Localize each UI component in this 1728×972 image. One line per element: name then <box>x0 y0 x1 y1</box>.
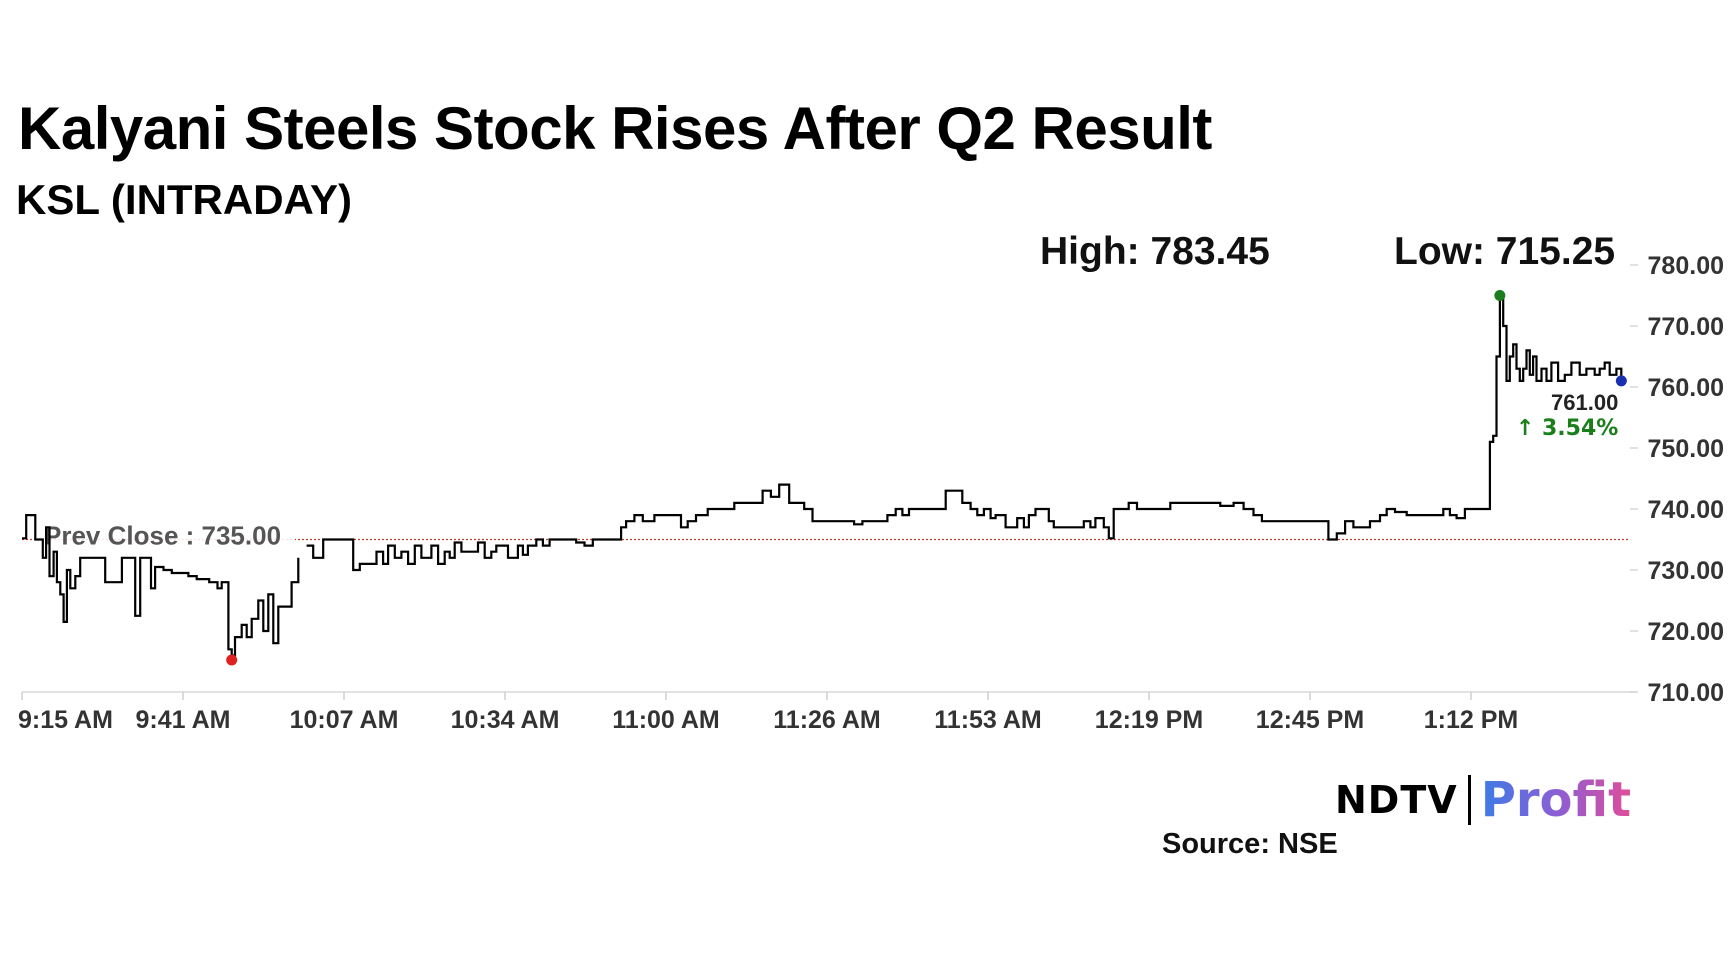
x-tick-label: 9:15 AM <box>18 706 113 734</box>
x-tick-label: 10:34 AM <box>451 706 560 734</box>
price-line-layer <box>22 294 1623 657</box>
high-stat: High: 783.45 <box>1040 230 1270 273</box>
y-tick-label: 760.00 <box>1648 374 1724 402</box>
low-marker <box>226 654 238 666</box>
logo-profit-text: Profit <box>1480 772 1632 828</box>
y-tick-label: 770.00 <box>1648 313 1724 341</box>
y-tick-label: 750.00 <box>1648 435 1724 463</box>
price-line-segment <box>22 514 300 657</box>
x-tick-label: 9:41 AM <box>136 706 231 734</box>
x-tick-label: 10:07 AM <box>290 706 399 734</box>
prev-close-label: Prev Close : 735.00 <box>44 521 281 551</box>
logo-ndtv-text: NDTV <box>1335 778 1458 822</box>
chart-subtitle: KSL (INTRADAY) <box>16 176 353 223</box>
y-tick-label: 730.00 <box>1648 557 1724 585</box>
x-tick-label: 12:45 PM <box>1256 706 1364 734</box>
logo-divider <box>1467 775 1471 825</box>
x-tick-label: 11:26 AM <box>773 706 880 734</box>
x-tick-label: 12:19 PM <box>1095 706 1203 734</box>
last-price-marker <box>1615 375 1627 387</box>
axis-layer: 9:15 AM 9:41 AM 10:07 AM 10:34 AM 11:00 AM 11… <box>18 252 1724 734</box>
x-tick-label: 11:00 AM <box>612 706 719 734</box>
label-layer: 761.00↑ 3.54% <box>1516 390 1618 441</box>
y-tick-label: 720.00 <box>1648 618 1724 646</box>
marker-layer <box>226 290 1627 666</box>
last-price-label: 761.00 <box>1551 390 1618 415</box>
high-marker <box>1494 290 1506 301</box>
prev-close-label-bg <box>40 511 295 542</box>
change-percent-label: ↑ 3.54% <box>1516 416 1618 441</box>
low-stat: Low: 715.25 <box>1394 230 1616 273</box>
x-tick-label: 1:12 PM <box>1424 706 1518 734</box>
y-tick-label: 780.00 <box>1648 252 1724 280</box>
prev-close-layer: Prev Close : 735.00 <box>22 511 1628 551</box>
x-tick-label: 11:53 AM <box>934 706 1041 734</box>
chart-title: Kalyani Steels Stock Rises After Q2 Resu… <box>18 95 1212 162</box>
price-line-segment <box>306 294 1623 572</box>
y-tick-label: 740.00 <box>1648 496 1724 524</box>
source-note: Source: NSE <box>1162 828 1338 860</box>
ndtv-profit-logo: NDTV Profit <box>1335 772 1631 828</box>
y-tick-label: 710.00 <box>1648 679 1724 707</box>
